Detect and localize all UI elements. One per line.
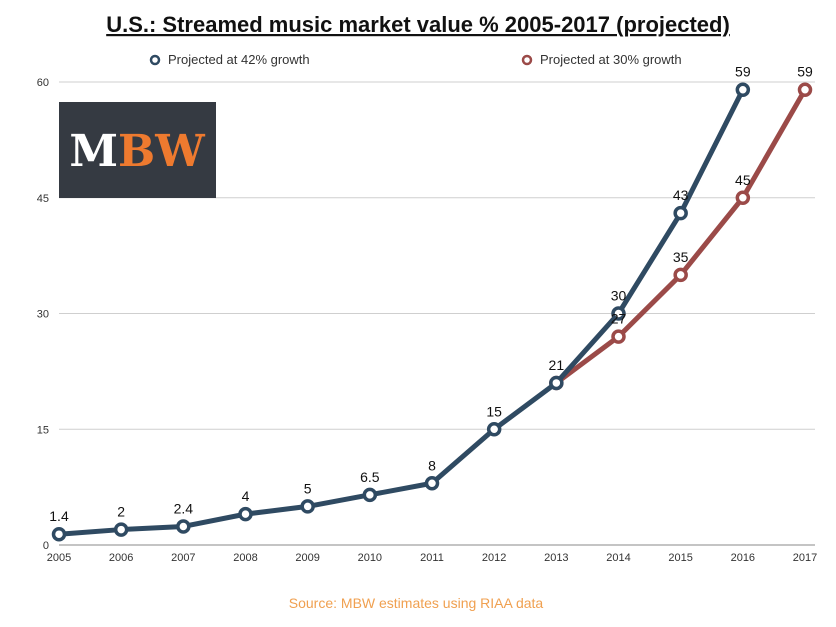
x-tick-label: 2014: [606, 552, 630, 564]
data-point: [735, 190, 751, 205]
legend-label: Projected at 42% growth: [168, 52, 310, 67]
data-label: 30: [611, 288, 627, 304]
x-tick-label: 2009: [295, 552, 319, 564]
x-tick-label: 2007: [171, 552, 195, 564]
data-point: [300, 499, 315, 514]
data-label: 21: [549, 357, 565, 373]
x-tick-label: 2013: [544, 552, 568, 564]
x-tick-label: 2006: [109, 552, 133, 564]
data-point: [51, 526, 67, 542]
data-label: 8: [428, 457, 436, 473]
data-label: 43: [673, 187, 689, 203]
data-point: [362, 487, 378, 503]
logo-background: [59, 102, 216, 198]
data-point: [113, 522, 129, 537]
x-tick-label: 2011: [420, 552, 444, 564]
data-label: 27: [611, 311, 627, 327]
data-label: 59: [797, 64, 813, 80]
data-point: [735, 82, 751, 97]
data-point: [673, 267, 688, 283]
data-point: [424, 476, 440, 491]
data-point: [797, 82, 813, 97]
x-tick-label: 2008: [233, 552, 257, 564]
data-label: 59: [735, 64, 751, 80]
x-tick-label: 2010: [358, 552, 382, 564]
x-axis-ticks: 2005 2006 2007 2008 2009 2010 2011 2012 2013 2014…: [47, 552, 817, 564]
data-point: [611, 306, 626, 321]
chart-title: U.S.: Streamed music market value % 2005…: [106, 12, 730, 37]
x-tick-label: 2016: [731, 552, 755, 564]
data-point: [486, 422, 502, 437]
data-label: 45: [735, 172, 751, 188]
y-tick-label: 15: [37, 424, 49, 436]
data-label: 2.4: [174, 500, 194, 516]
mbw-logo: MBW: [59, 102, 216, 198]
x-tick-label: 2005: [47, 552, 71, 564]
data-label: 4: [242, 488, 250, 504]
legend-marker: [521, 54, 533, 66]
legend-label: Projected at 30% growth: [540, 52, 682, 67]
legend: Projected at 42% growth Projected at 30% …: [149, 52, 682, 67]
logo-text-m: M: [69, 126, 118, 177]
data-label: 1.4: [49, 508, 69, 524]
y-tick-label: 45: [37, 193, 49, 205]
data-point: [549, 375, 564, 391]
data-label: 5: [304, 480, 312, 496]
source-note: Source: MBW estimates using RIAA data: [289, 595, 544, 611]
y-axis-ticks: 0 15 30 45 60: [37, 77, 49, 552]
data-label: 6.5: [360, 469, 380, 485]
x-tick-label: 2015: [668, 552, 692, 564]
data-point: [673, 205, 688, 221]
data-point: [238, 506, 253, 522]
data-point: [611, 329, 626, 344]
data-label: 35: [673, 249, 689, 265]
y-tick-label: 0: [43, 540, 49, 552]
data-point: [176, 519, 191, 534]
y-tick-label: 60: [37, 77, 49, 89]
legend-marker: [149, 54, 161, 66]
data-label: 15: [486, 403, 502, 419]
series-layer: [51, 82, 813, 542]
logo-text-bw: BW: [118, 126, 205, 177]
series-line: [56, 87, 746, 537]
y-tick-label: 30: [37, 309, 49, 321]
logo-text: MBW: [69, 126, 205, 177]
x-tick-label: 2017: [793, 552, 817, 564]
x-tick-label: 2012: [482, 552, 506, 564]
data-label: 2: [117, 504, 125, 520]
